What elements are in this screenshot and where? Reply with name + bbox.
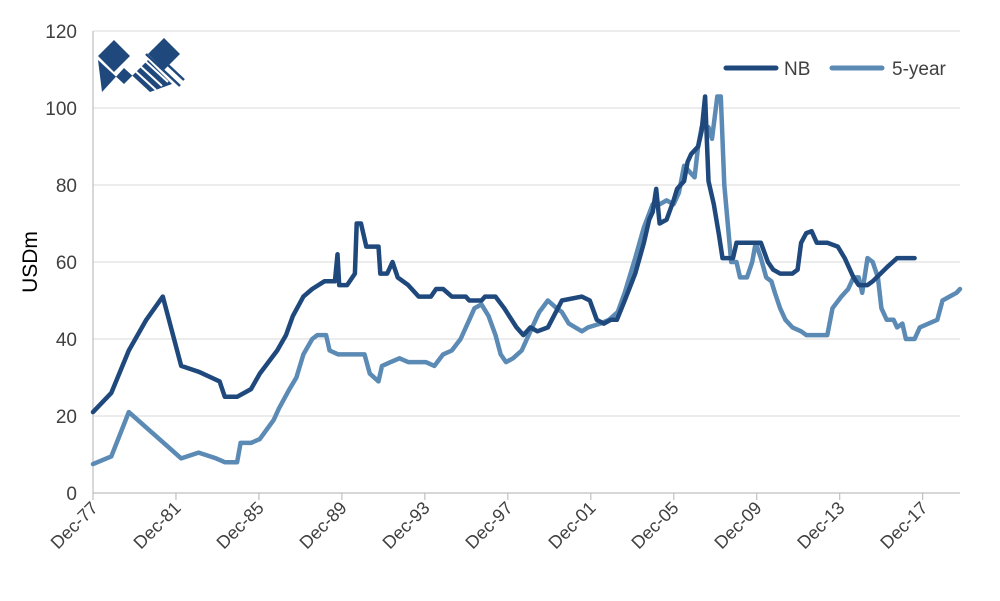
y-axis-ticks: 0 20 40 60 80 100 120 xyxy=(45,22,77,505)
y-tick-label: 100 xyxy=(45,99,77,120)
y-tick-label: 20 xyxy=(56,407,77,428)
legend-label-5-year: 5-year xyxy=(892,59,947,80)
legend: NB 5-year xyxy=(723,59,947,80)
x-tick-label: Dec-01 xyxy=(544,498,599,553)
x-tick-label: Dec-05 xyxy=(627,498,682,553)
y-tick-label: 60 xyxy=(56,253,77,274)
x-tick-label: Dec-13 xyxy=(793,498,848,553)
x-tick-label: Dec-97 xyxy=(461,498,516,553)
x-tick-label: Dec-89 xyxy=(296,498,351,553)
y-tick-label: 0 xyxy=(66,484,77,505)
series-line-nb xyxy=(90,94,917,415)
company-logo xyxy=(98,38,185,92)
x-tick-label: Dec-09 xyxy=(710,498,765,553)
data-series xyxy=(90,94,963,467)
x-tick-label: Dec-85 xyxy=(213,498,268,553)
y-tick-label: 40 xyxy=(56,330,77,351)
x-tick-label: Dec-77 xyxy=(47,498,102,553)
x-tick-label: Dec-81 xyxy=(130,498,185,553)
grid-lines xyxy=(92,30,960,494)
series-line-5-year xyxy=(90,94,963,467)
y-tick-label: 120 xyxy=(45,22,77,43)
x-axis-ticks: Dec-77 Dec-81 Dec-85 Dec-89 Dec-93 Dec-97 Dec-… xyxy=(47,493,931,553)
x-tick-label: Dec-17 xyxy=(876,498,931,553)
y-tick-label: 80 xyxy=(56,176,77,197)
y-axis-label: USDm xyxy=(19,231,42,293)
legend-label-nb: NB xyxy=(784,59,810,80)
x-tick-label: Dec-93 xyxy=(379,498,434,553)
